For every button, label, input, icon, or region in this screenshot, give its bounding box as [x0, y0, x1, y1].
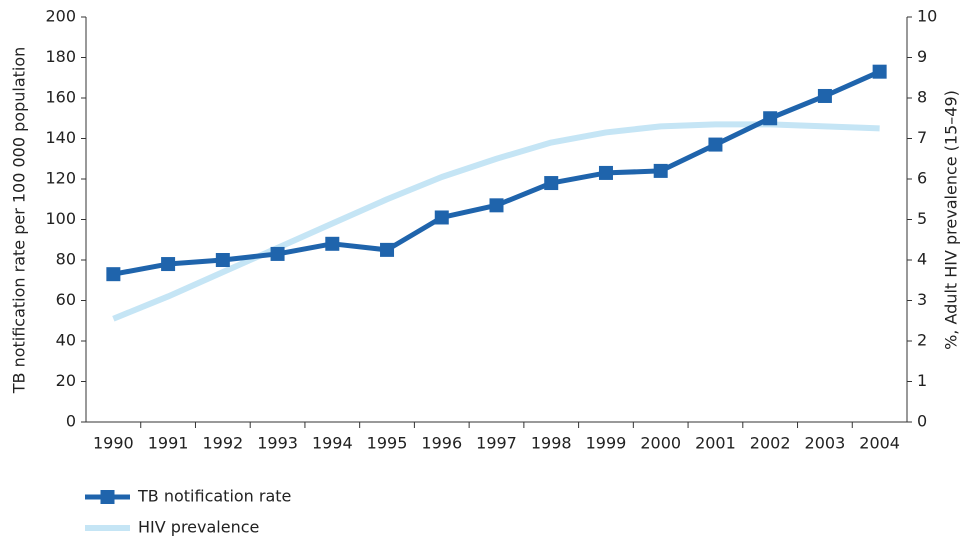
marker [653, 163, 668, 178]
marker [872, 64, 887, 79]
y2-tick-label: 4 [917, 250, 927, 269]
x-tick-label: 1995 [367, 434, 408, 453]
y-tick-label: 80 [56, 250, 76, 269]
x-tick-label: 1996 [421, 434, 462, 453]
y2-tick-label: 3 [917, 290, 927, 309]
legend-label: TB notification rate [137, 487, 291, 506]
y2-tick-label: 0 [917, 412, 927, 431]
legend-label: HIV prevalence [138, 518, 259, 537]
y2-tick-label: 2 [917, 331, 927, 350]
x-tick-label: 1997 [476, 434, 517, 453]
y2-tick-label: 5 [917, 209, 927, 228]
marker [544, 176, 559, 191]
y-tick-label: 180 [45, 47, 76, 66]
marker [763, 111, 778, 126]
legend-marker [100, 490, 115, 504]
x-tick-label: 2001 [695, 434, 736, 453]
y2-tick-label: 10 [917, 7, 937, 26]
x-tick-label: 1991 [148, 434, 189, 453]
y-axis-label: TB notification rate per 100 000 populat… [10, 47, 29, 395]
marker [708, 137, 723, 152]
x-tick-label: 1999 [586, 434, 627, 453]
x-tick-label: 2004 [859, 434, 900, 453]
marker [817, 88, 832, 103]
marker [270, 246, 285, 261]
x-tick-label: 1990 [93, 434, 134, 453]
marker [106, 267, 121, 282]
y-tick-label: 100 [45, 209, 76, 228]
y2-tick-label: 9 [917, 47, 927, 66]
marker [489, 198, 504, 213]
y-tick-label: 60 [56, 290, 76, 309]
y-tick-label: 40 [56, 331, 76, 350]
y2-tick-label: 1 [917, 371, 927, 390]
marker [434, 210, 449, 225]
x-tick-label: 2002 [750, 434, 791, 453]
marker [161, 257, 176, 272]
y-tick-label: 0 [66, 412, 76, 431]
marker [325, 236, 340, 251]
x-tick-label: 1992 [202, 434, 243, 453]
y2-tick-label: 8 [917, 88, 927, 107]
y-tick-label: 20 [56, 371, 76, 390]
x-tick-label: 2000 [640, 434, 681, 453]
x-tick-label: 1994 [312, 434, 353, 453]
series-line [112, 121, 880, 322]
y-tick-label: 120 [45, 169, 76, 188]
y-tick-label: 140 [45, 128, 76, 147]
x-tick-label: 1993 [257, 434, 298, 453]
y-tick-label: 200 [45, 7, 76, 26]
y2-axis-label: %, Adult HIV prevalence (15–49) [942, 90, 961, 350]
marker [380, 242, 395, 257]
series-line [112, 69, 881, 277]
x-tick-label: 1998 [531, 434, 572, 453]
marker [215, 253, 230, 267]
marker [598, 165, 613, 180]
x-tick-label: 2003 [805, 434, 846, 453]
y2-tick-label: 6 [917, 169, 927, 188]
y2-tick-label: 7 [917, 128, 927, 147]
y-tick-label: 160 [45, 88, 76, 107]
